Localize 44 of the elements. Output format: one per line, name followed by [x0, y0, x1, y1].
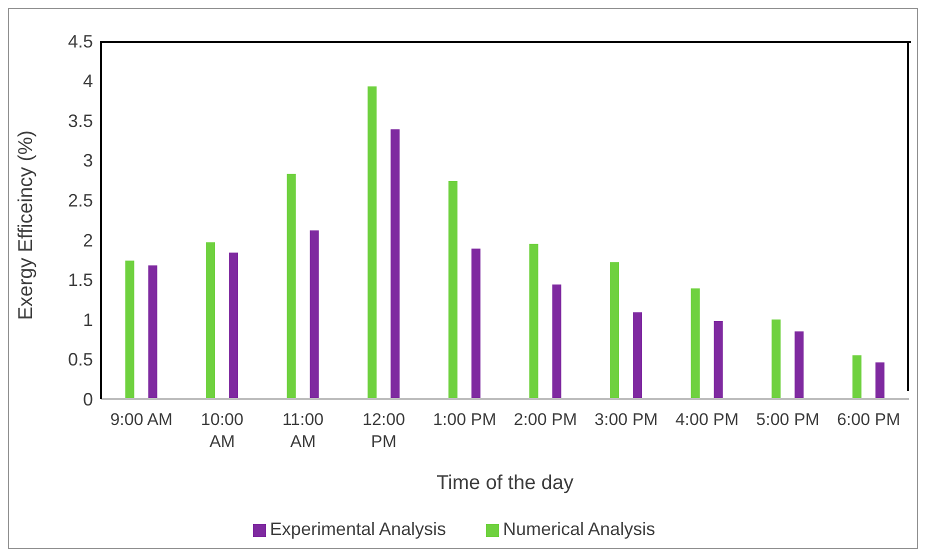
x-tick-label: 5:00 PM: [756, 410, 820, 429]
bar: [368, 86, 377, 399]
y-tick-label: 1: [82, 310, 93, 330]
bar: [448, 181, 458, 399]
y-tick-label: 3: [82, 150, 93, 171]
bar: [714, 321, 723, 399]
x-tick-label: 10:00 AM: [200, 410, 244, 451]
y-tick-label: 4: [82, 71, 93, 92]
bar: [794, 331, 804, 399]
bar: [852, 355, 862, 399]
x-axis-title: Time of the day: [436, 472, 574, 494]
bar: [772, 319, 781, 399]
y-tick-label: 1.5: [68, 270, 93, 290]
bar: [125, 260, 134, 399]
bar: [690, 288, 700, 399]
x-tick-label: 1:00 PM: [432, 410, 496, 429]
legend-label: Experimental Analysis: [270, 519, 446, 539]
bar: [552, 284, 562, 399]
y-tick-label: 3.5: [68, 110, 93, 131]
y-tick-label: 0: [82, 389, 93, 410]
legend-label: Numerical Analysis: [503, 519, 656, 539]
bar: [529, 244, 538, 399]
bar: [390, 129, 400, 399]
bar: [286, 174, 296, 399]
bar: [471, 248, 480, 399]
x-tick-label: 4:00 PM: [675, 410, 739, 429]
bar: [206, 242, 216, 399]
x-tick-label: 9:00 AM: [110, 410, 173, 429]
bar: [229, 252, 238, 399]
x-tick-label: 12:00 PM: [362, 410, 406, 451]
y-tick-label: 2.5: [68, 190, 93, 210]
bar: [148, 265, 158, 399]
bar: [633, 312, 642, 399]
y-tick-label: 2: [82, 230, 93, 250]
x-tick-label: 6:00 PM: [836, 410, 900, 429]
x-tick-label: 11:00 AM: [282, 410, 324, 451]
x-tick-label: 3:00 PM: [594, 410, 658, 429]
y-tick-label: 4.5: [68, 31, 93, 52]
bar: [875, 362, 884, 399]
bar: [610, 262, 620, 399]
x-tick-label: 2:00 PM: [514, 410, 578, 429]
y-axis-title: Exergy Efficeincy (%): [15, 130, 38, 320]
y-tick-label: 0.5: [68, 350, 93, 370]
bar: [310, 230, 319, 399]
